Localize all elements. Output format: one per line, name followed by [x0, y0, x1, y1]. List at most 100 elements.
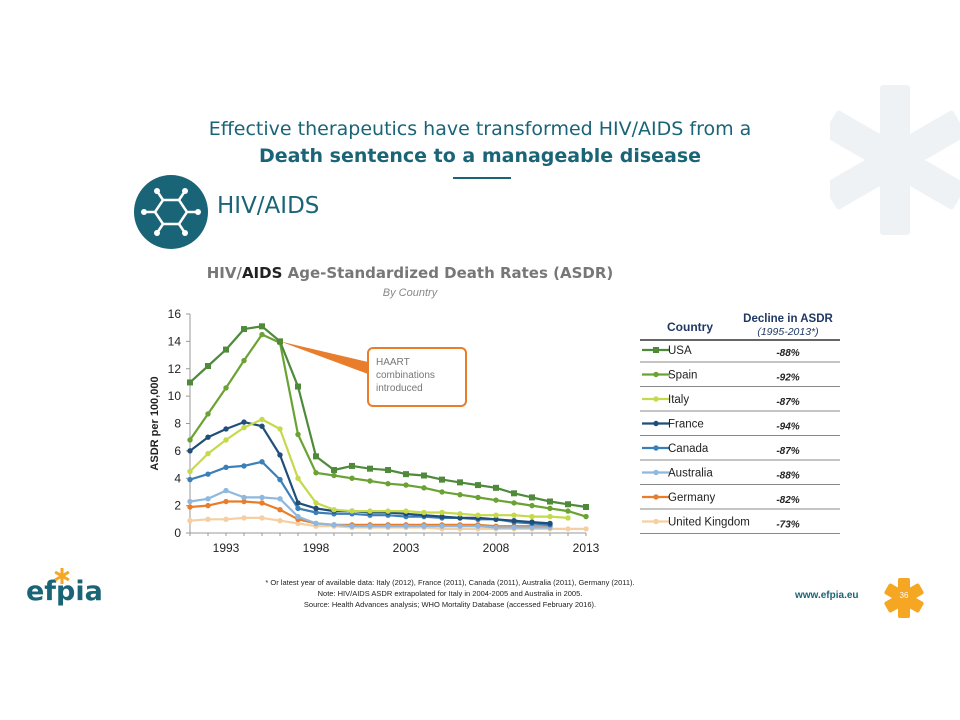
data-point — [313, 453, 319, 460]
legend-label: Italy — [668, 394, 689, 406]
data-point — [295, 383, 301, 390]
chart-title-part1: HIV/ — [206, 264, 242, 282]
data-point — [385, 481, 391, 487]
legend-header-decline: Decline in ASDR — [743, 313, 833, 325]
data-point — [331, 467, 337, 474]
legend-swatch-marker — [653, 396, 659, 402]
data-point — [295, 505, 301, 512]
data-point — [295, 475, 301, 481]
data-point — [259, 494, 265, 501]
y-axis-title: ASDR per 100,000 — [149, 376, 161, 470]
data-point — [187, 379, 193, 386]
data-point — [421, 509, 427, 516]
footnote-source: Source: Health Advances analysis; WHO Mo… — [303, 600, 597, 609]
legend-decline-value: -88% — [776, 471, 799, 482]
legend-swatch-marker — [653, 420, 659, 427]
data-point — [313, 520, 319, 527]
data-point — [295, 520, 301, 527]
data-point — [223, 437, 229, 443]
legend-swatch-marker — [653, 445, 659, 451]
data-point — [511, 512, 517, 518]
data-point — [493, 484, 499, 491]
y-tick-label: 4 — [174, 471, 181, 485]
data-point — [439, 489, 445, 495]
data-point — [223, 516, 229, 523]
data-point — [205, 434, 211, 440]
annotation-text: HAART — [376, 357, 410, 368]
data-point — [331, 507, 337, 513]
legend-decline-value: -94% — [776, 422, 799, 433]
data-point — [223, 464, 229, 470]
data-point — [205, 496, 211, 502]
data-point — [259, 515, 265, 521]
data-point — [241, 494, 247, 501]
x-tick-label: 2013 — [573, 541, 600, 555]
molecule-hexagon-icon — [134, 175, 208, 249]
data-point — [241, 326, 247, 333]
data-point — [547, 505, 553, 512]
data-point — [403, 471, 409, 478]
legend-label: Canada — [668, 443, 709, 455]
data-point — [205, 471, 211, 477]
data-point — [349, 475, 355, 481]
data-point — [439, 513, 445, 520]
topic-label: HIV/AIDS — [217, 193, 320, 219]
data-point — [187, 504, 193, 510]
data-point — [187, 437, 193, 443]
data-point — [223, 385, 229, 391]
legend-decline-value: -73% — [776, 520, 799, 531]
y-tick-label: 14 — [168, 334, 182, 348]
data-point — [241, 498, 247, 505]
legend-label: Germany — [668, 492, 716, 504]
legend-label: USA — [668, 345, 692, 357]
data-point — [205, 516, 211, 523]
data-point — [457, 515, 463, 521]
data-point — [277, 476, 283, 483]
data-point — [367, 478, 373, 484]
data-point — [313, 505, 319, 512]
data-point — [277, 496, 283, 502]
legend-decline-value: -82% — [776, 495, 799, 506]
data-point — [439, 509, 445, 516]
data-point — [259, 423, 265, 429]
chart-title: HIV/AIDS Age-Standardized Death Rates (A… — [200, 264, 620, 282]
data-point — [241, 424, 247, 431]
legend-swatch-marker — [653, 469, 659, 476]
data-point — [187, 498, 193, 505]
data-point — [385, 508, 391, 514]
data-point — [205, 502, 211, 509]
legend-label: Australia — [668, 468, 713, 480]
data-point — [259, 500, 265, 506]
data-point — [223, 498, 229, 505]
data-point — [241, 357, 247, 364]
data-point — [511, 500, 517, 506]
data-point — [421, 523, 427, 529]
data-point — [277, 517, 283, 524]
annotation-box — [367, 347, 467, 407]
data-point — [529, 519, 535, 525]
chart-subtitle: By Country — [382, 287, 438, 299]
data-point — [493, 516, 499, 523]
data-point — [331, 472, 337, 479]
background-star-icon — [830, 85, 960, 235]
data-point — [241, 419, 247, 425]
data-point — [529, 502, 535, 509]
data-point — [403, 482, 409, 488]
data-point — [385, 467, 391, 474]
data-point — [349, 462, 355, 469]
data-point — [223, 426, 229, 432]
series-line-italy — [189, 418, 569, 519]
page-number: 36 — [899, 591, 909, 600]
website-link[interactable]: www.efpia.eu — [795, 590, 859, 601]
data-point — [277, 426, 283, 432]
data-point — [403, 523, 409, 529]
data-point — [565, 515, 571, 521]
data-point — [295, 431, 301, 438]
y-tick-label: 0 — [174, 526, 181, 540]
data-point — [331, 522, 337, 528]
data-point — [259, 459, 265, 465]
data-point — [223, 346, 229, 353]
data-point — [457, 523, 463, 529]
data-point — [457, 491, 463, 498]
data-point — [439, 523, 445, 529]
